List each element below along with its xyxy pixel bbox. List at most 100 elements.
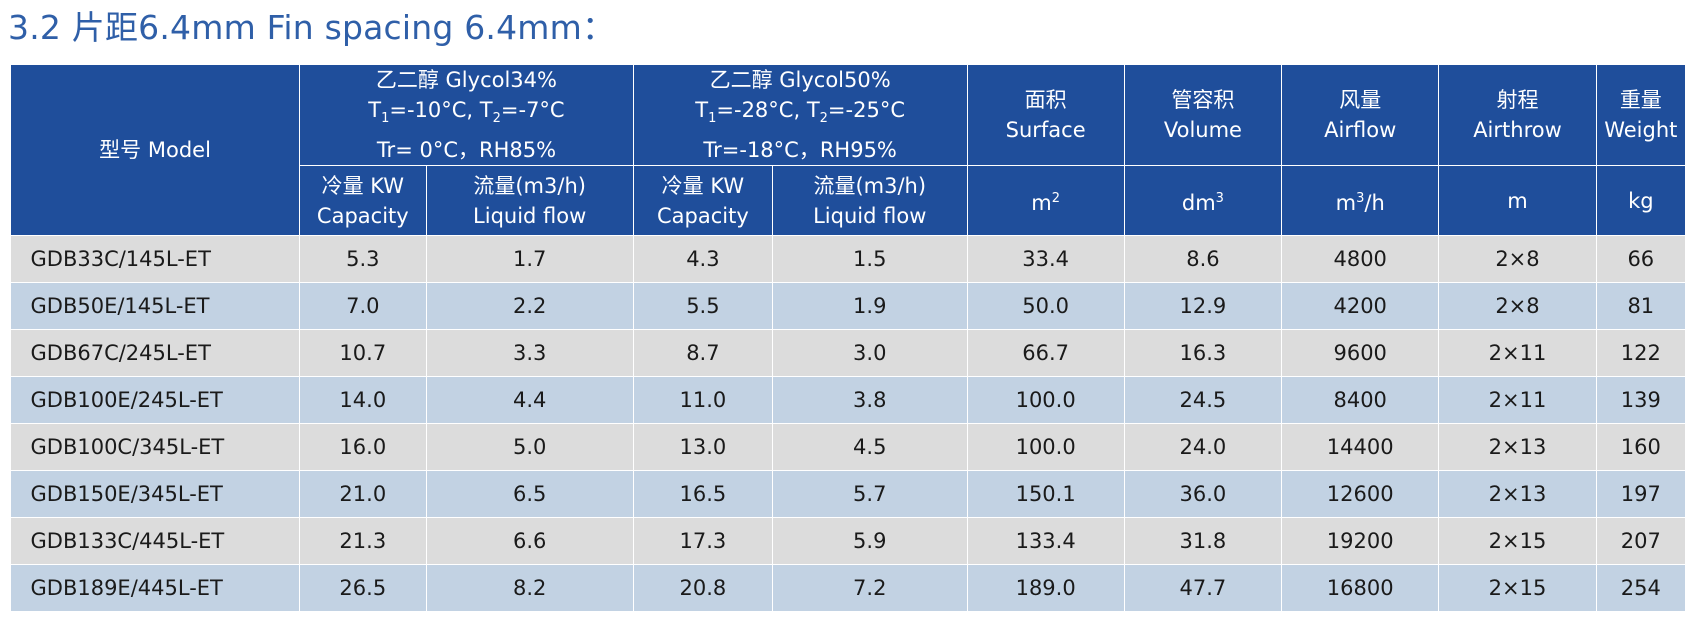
cell-liquid-flow-50: 5.9 (772, 517, 968, 565)
cell-airthrow: 2×8 (1438, 235, 1597, 283)
cell-capacity-34: 26.5 (299, 564, 427, 612)
cell-capacity-34: 16.0 (299, 423, 427, 471)
cell-liquid-flow-34: 6.5 (426, 470, 634, 518)
cell-capacity-50: 11.0 (633, 376, 774, 424)
cell-capacity-34: 14.0 (299, 376, 427, 424)
glycol50-conditions: Tr=-18°C，RH95% (703, 137, 897, 162)
cell-model: GDB67C/245L-ET (10, 329, 301, 377)
unit-surface: m2 (966, 165, 1125, 236)
cell-liquid-flow-34: 2.2 (426, 282, 634, 330)
header-airthrow: 射程 Airthrow (1438, 64, 1597, 166)
cell-airthrow: 2×8 (1438, 282, 1597, 330)
cell-volume: 36.0 (1124, 470, 1283, 518)
cell-airthrow: 2×15 (1438, 517, 1597, 565)
cell-capacity-50: 16.5 (633, 470, 774, 518)
cell-model: GDB100C/345L-ET (10, 423, 301, 471)
glycol34-temps: T1=-10°C, T2=-7°C (368, 98, 565, 127)
cell-capacity-50: 20.8 (633, 564, 774, 612)
cell-liquid-flow-34: 3.3 (426, 329, 634, 377)
cell-weight: 81 (1596, 282, 1687, 330)
cell-surface: 50.0 (967, 282, 1125, 330)
cell-liquid-flow-34: 4.4 (426, 376, 634, 424)
cell-capacity-50: 8.7 (633, 329, 774, 377)
cell-weight: 207 (1596, 517, 1687, 565)
unit-weight: kg (1595, 165, 1687, 236)
cell-liquid-flow-50: 1.5 (772, 235, 968, 283)
cell-surface: 66.7 (967, 329, 1125, 377)
cell-liquid-flow-50: 5.7 (772, 470, 968, 518)
cell-volume: 31.8 (1124, 517, 1283, 565)
cell-volume: 24.5 (1124, 376, 1283, 424)
cell-airflow: 14400 (1281, 423, 1440, 471)
table-row: GDB189E/445L-ET 26.5 8.2 20.8 7.2 189.0 47.7 16… (10, 564, 1687, 612)
cell-capacity-34: 5.3 (299, 235, 427, 283)
cell-liquid-flow-50: 3.0 (772, 329, 968, 377)
cell-airflow: 8400 (1281, 376, 1440, 424)
cell-surface: 33.4 (967, 235, 1125, 283)
header-liquid-34: 流量(m3/h) Liquid flow (425, 165, 634, 236)
cell-capacity-50: 13.0 (633, 423, 774, 471)
cell-liquid-flow-50: 3.8 (772, 376, 968, 424)
header-airflow: 风量 Airflow (1281, 64, 1440, 166)
unit-airthrow: m (1438, 165, 1597, 236)
cell-model: GDB50E/145L-ET (10, 282, 301, 330)
cell-surface: 133.4 (967, 517, 1125, 565)
glycol50-temps: T1=-28°C, T2=-25°C (695, 98, 905, 127)
table-row: GDB50E/145L-ET 7.0 2.2 5.5 1.9 50.0 12.9 4200 2×… (10, 282, 1687, 330)
cell-volume: 8.6 (1124, 235, 1283, 283)
cell-model: GDB33C/145L-ET (10, 235, 301, 283)
cell-airthrow: 2×13 (1438, 423, 1597, 471)
cell-airflow: 19200 (1281, 517, 1440, 565)
cell-capacity-50: 17.3 (633, 517, 774, 565)
cell-weight: 122 (1596, 329, 1687, 377)
cell-liquid-flow-34: 5.0 (426, 423, 634, 471)
cell-weight: 160 (1596, 423, 1687, 471)
header-model: 型号 Model (9, 64, 301, 236)
unit-airflow: m3/h (1281, 165, 1440, 236)
cell-model: GDB150E/345L-ET (10, 470, 301, 518)
cell-airflow: 16800 (1281, 564, 1440, 612)
cell-capacity-50: 5.5 (633, 282, 774, 330)
glycol34-conditions: Tr= 0°C，RH85% (376, 137, 557, 162)
cell-model: GDB100E/245L-ET (10, 376, 301, 424)
header-volume: 管容积 Volume (1123, 64, 1283, 166)
page-title: 3.2 片距6.4mm Fin spacing 6.4mm： (8, 8, 616, 47)
cell-airthrow: 2×11 (1438, 329, 1597, 377)
cell-airflow: 12600 (1281, 470, 1440, 518)
table-body: GDB33C/145L-ET 5.3 1.7 4.3 1.5 33.4 8.6 4800 2×8… (10, 235, 1687, 612)
cell-airthrow: 2×15 (1438, 564, 1597, 612)
cell-airthrow: 2×11 (1438, 376, 1597, 424)
unit-volume: dm3 (1123, 165, 1283, 236)
cell-capacity-34: 7.0 (299, 282, 427, 330)
cell-capacity-34: 21.3 (299, 517, 427, 565)
glycol34-title: 乙二醇 Glycol34% (375, 68, 557, 93)
cell-surface: 100.0 (967, 423, 1125, 471)
cell-surface: 150.1 (967, 470, 1125, 518)
header-liquid-50: 流量(m3/h) Liquid flow (772, 165, 968, 236)
cell-liquid-flow-34: 6.6 (426, 517, 634, 565)
cell-volume: 16.3 (1124, 329, 1283, 377)
header-capacity-34: 冷量 KW Capacity (299, 165, 427, 236)
cell-airflow: 9600 (1281, 329, 1440, 377)
cell-surface: 189.0 (967, 564, 1125, 612)
cell-liquid-flow-50: 7.2 (772, 564, 968, 612)
cell-weight: 139 (1596, 376, 1687, 424)
table-row: GDB67C/245L-ET 10.7 3.3 8.7 3.0 66.7 16.3 9600 2… (10, 329, 1687, 377)
cell-liquid-flow-34: 1.7 (426, 235, 634, 283)
cell-liquid-flow-50: 4.5 (772, 423, 968, 471)
header-capacity-50: 冷量 KW Capacity (632, 165, 774, 236)
cell-volume: 47.7 (1124, 564, 1283, 612)
cell-volume: 24.0 (1124, 423, 1283, 471)
spec-table: 型号 Model 乙二醇 Glycol34% T1=-10°C, T2=-7°C… (9, 64, 1687, 612)
table-row: GDB100C/345L-ET 16.0 5.0 13.0 4.5 100.0 24.0 14… (10, 423, 1687, 471)
cell-capacity-34: 21.0 (299, 470, 427, 518)
cell-model: GDB133C/445L-ET (10, 517, 301, 565)
cell-volume: 12.9 (1124, 282, 1283, 330)
cell-airthrow: 2×13 (1438, 470, 1597, 518)
cell-capacity-50: 4.3 (633, 235, 774, 283)
table-row: GDB100E/245L-ET 14.0 4.4 11.0 3.8 100.0 24.5 84… (10, 376, 1687, 424)
glycol50-title: 乙二醇 Glycol50% (709, 68, 891, 93)
cell-liquid-flow-34: 8.2 (426, 564, 634, 612)
cell-weight: 254 (1596, 564, 1687, 612)
table-row: GDB33C/145L-ET 5.3 1.7 4.3 1.5 33.4 8.6 4800 2×8… (10, 235, 1687, 283)
